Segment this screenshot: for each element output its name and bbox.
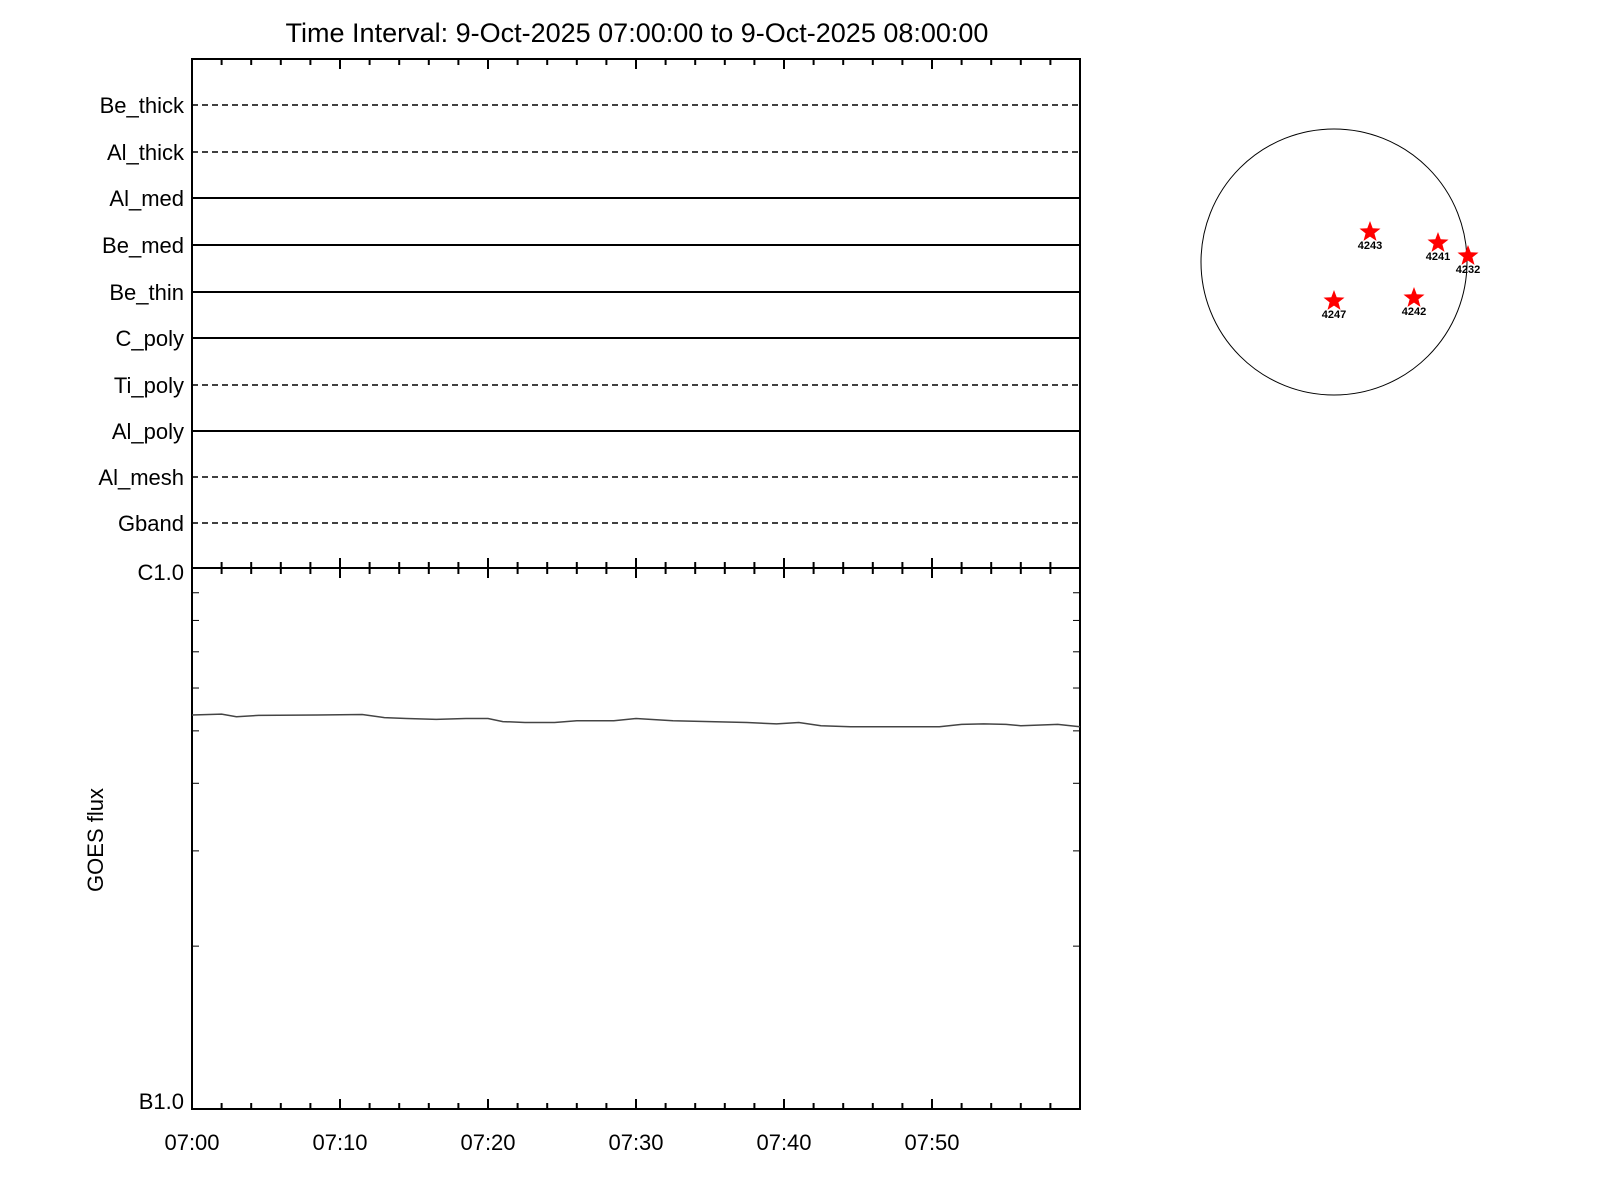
solar-limb <box>1200 128 1468 396</box>
channel-label: Al_mesh <box>98 465 184 490</box>
channel-panel-frame <box>191 58 1081 569</box>
active-region-star-icon <box>1359 221 1381 241</box>
channel-label: Al_thick <box>107 140 185 165</box>
goes-flux-line <box>191 713 1081 728</box>
channel-label: Gband <box>118 511 184 536</box>
y-tick-label: B1.0 <box>139 1089 184 1114</box>
channel-label: Ti_poly <box>114 373 184 398</box>
active-region-label: 4243 <box>1358 240 1382 252</box>
goes-panel-frame <box>191 567 1081 1110</box>
sun-disk-map: 4243 4241 4232 4247 4242 <box>1200 128 1480 396</box>
active-region-star-icon <box>1457 245 1479 265</box>
active-region-label: 4242 <box>1402 306 1426 318</box>
channel-label: Al_med <box>109 186 184 211</box>
channel-label: Be_thin <box>109 280 184 305</box>
y-axis-label: GOES flux <box>83 788 108 892</box>
x-tick-label: 07:00 <box>164 1130 219 1155</box>
x-tick-label: 07:40 <box>756 1130 811 1155</box>
x-tick-label: 07:20 <box>460 1130 515 1155</box>
channel-label: Be_med <box>102 233 184 258</box>
goes-panel: C1.0 B1.0 07:00 07:10 07:20 07:30 07:40 07:50 <box>138 560 1081 1155</box>
x-tick-label: 07:10 <box>312 1130 367 1155</box>
active-region-label: 4247 <box>1322 309 1346 321</box>
chart-title: Time Interval: 9-Oct-2025 07:00:00 to 9-… <box>286 18 989 48</box>
active-region-star-icon <box>1323 290 1345 310</box>
y-tick-label: C1.0 <box>138 560 184 585</box>
x-tick-label: 07:30 <box>608 1130 663 1155</box>
channel-label: Be_thick <box>100 93 185 118</box>
active-region-label: 4241 <box>1426 251 1450 263</box>
channel-label: C_poly <box>116 326 184 351</box>
active-region-star-icon <box>1427 232 1449 252</box>
active-region-star-icon <box>1403 287 1425 307</box>
active-region-label: 4232 <box>1456 264 1480 276</box>
channel-panel: Be_thick Al_thick Al_med Be_med Be_thin C_pol… <box>98 58 1081 578</box>
channel-label: Al_poly <box>112 419 184 444</box>
x-tick-label: 07:50 <box>904 1130 959 1155</box>
